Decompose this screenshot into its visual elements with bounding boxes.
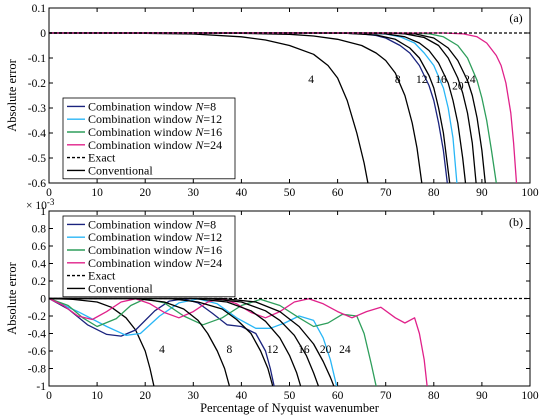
legend-label: Combination window N=8 <box>88 99 216 113</box>
series-conventional-20 <box>49 297 320 386</box>
legend-label: Conventional <box>88 163 153 177</box>
panel-tag: (a) <box>509 11 522 25</box>
y-tick-label: 0.2 <box>32 276 47 288</box>
y-tick-label: -0.3 <box>28 103 46 115</box>
legend-box <box>62 215 236 298</box>
series-conventional-12 <box>49 297 274 386</box>
y-tick-label: -0.2 <box>28 78 46 90</box>
x-tick-label: 10 <box>91 187 103 199</box>
series-conventional-4 <box>49 297 155 386</box>
series-conventional-24 <box>49 297 335 386</box>
y-tick-label: -0.1 <box>28 53 46 65</box>
panel-a: 0 10 20 30 40 50 60 70 80 90 100 0.1 0 -0.1 -0.2 -0.3 -0… <box>5 3 539 199</box>
curve-label-16: 16 <box>435 74 447 86</box>
y-tick-label: -0.6 <box>28 178 46 190</box>
x-tick-label: 80 <box>428 390 440 402</box>
legend-label: Exact <box>88 151 116 165</box>
series-conventional-16 <box>49 32 467 183</box>
y-tick-label: -1 <box>36 381 46 393</box>
legend-label: Conventional <box>88 281 153 295</box>
x-tick-label: 100 <box>521 187 539 199</box>
legend-box <box>62 97 236 180</box>
panel-tag: (b) <box>509 215 523 229</box>
x-axis-title: Percentage of Nyquist wavenumber <box>200 401 380 415</box>
legend-label: Combination window N=16 <box>88 125 222 139</box>
x-tick-label: 20 <box>139 390 151 402</box>
x-tick-label: 50 <box>284 390 296 402</box>
curve-label-8: 8 <box>227 344 233 356</box>
curve-label-20: 20 <box>320 344 332 356</box>
series-conventional-8 <box>49 297 231 386</box>
y-tick-label: -0.8 <box>28 364 46 376</box>
x-tick-label: 60 <box>332 390 344 402</box>
y-tick-label: 0.8 <box>32 224 47 236</box>
x-tick-label: 30 <box>188 390 200 402</box>
x-tick-label: 50 <box>284 187 296 199</box>
legend-label: Combination window N=16 <box>88 243 222 257</box>
series-combination-window-n-12 <box>49 297 338 386</box>
legend-label: Combination window N=24 <box>88 256 222 270</box>
y-tick-label: -0.2 <box>28 311 46 323</box>
series-combination-window-n-16 <box>49 297 377 386</box>
series-conventional-16 <box>49 297 302 386</box>
curve-label-24: 24 <box>339 344 351 356</box>
y-tick-label: 0 <box>40 28 46 40</box>
x-tick-label: 70 <box>380 187 392 199</box>
y-tick-label: -0.6 <box>28 346 46 358</box>
y-tick-label: 0.1 <box>32 3 47 15</box>
legend-label: Exact <box>88 269 116 283</box>
curve-label-12: 12 <box>416 74 428 86</box>
x-tick-label: 0 <box>46 390 52 402</box>
curve-label-4: 4 <box>159 344 165 356</box>
x-tick-label: 70 <box>380 390 392 402</box>
y-tick-label: -0.5 <box>28 153 46 165</box>
curve-label-8: 8 <box>395 74 401 86</box>
curve-label-16: 16 <box>298 344 310 356</box>
series-combination-window-n-24 <box>49 297 428 386</box>
x-tick-label: 20 <box>139 187 151 199</box>
x-tick-label: 80 <box>428 187 440 199</box>
x-tick-label: 100 <box>521 390 539 402</box>
y-tick-label: -0.4 <box>28 329 46 341</box>
series-combination-window-n-8 <box>49 297 275 386</box>
x-tick-label: 40 <box>236 187 248 199</box>
curve-label-24: 24 <box>464 74 476 86</box>
x-tick-label: 60 <box>332 187 344 199</box>
x-tick-label: 90 <box>476 390 488 402</box>
x-tick-label: 10 <box>91 390 103 402</box>
x-tick-label: 30 <box>188 187 200 199</box>
curve-label-12: 12 <box>267 344 279 356</box>
legend-label: Combination window N=12 <box>88 112 222 126</box>
x-tick-label: 0 <box>46 187 52 199</box>
y-axis-title: Absolute error <box>5 58 19 131</box>
y-tick-label: 0 <box>40 294 46 306</box>
curve-label-20: 20 <box>452 80 464 92</box>
curve-label-4: 4 <box>308 74 314 86</box>
x-tick-label: 90 <box>476 187 488 199</box>
x-tick-label: 40 <box>236 390 248 402</box>
y-scale-multiplier: × 10-3 <box>26 197 55 212</box>
legend-label: Combination window N=12 <box>88 230 222 244</box>
y-tick-label: -0.4 <box>28 128 46 140</box>
y-tick-label: 1 <box>40 206 46 218</box>
legend-label: Combination window N=24 <box>88 138 222 152</box>
y-tick-label: 0.6 <box>32 241 47 253</box>
panel-b: 0 10 20 30 40 50 60 70 80 90 100 1 0.8 0.6 0.4 0.2 0 -0.2… <box>5 197 539 415</box>
legend-label: Combination window N=8 <box>88 217 216 231</box>
y-axis-title: Absolute error <box>5 261 19 334</box>
y-tick-label: 0.4 <box>32 259 47 271</box>
